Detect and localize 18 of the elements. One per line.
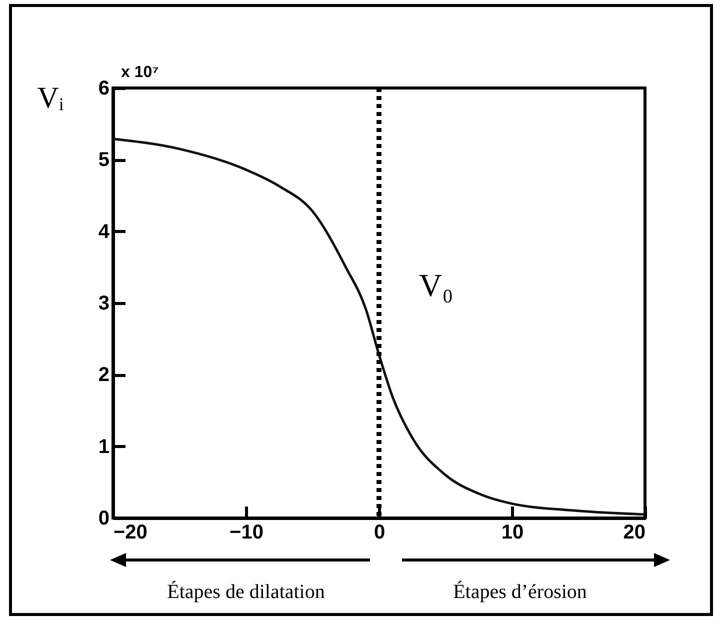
y-tick-label: 1 — [98, 436, 110, 458]
x-tick-label: −20 — [114, 522, 148, 544]
ref-line-label: V₀ — [419, 266, 454, 303]
y-axis-title: Vᵢ — [37, 82, 64, 114]
y-tick-label: 5 — [98, 149, 110, 172]
x-tick-label: 0 — [374, 522, 386, 544]
text: x 10⁷ — [121, 64, 159, 81]
y-tick-label: 4 — [98, 220, 110, 243]
text: Étapes de dilatation — [167, 580, 325, 603]
y-tick-label: 3 — [98, 292, 110, 314]
y-tick-label: 6 — [98, 78, 110, 100]
y-tick-label: 2 — [98, 364, 110, 386]
x-tick-label: 10 — [501, 522, 524, 544]
line-series — [113, 138, 645, 516]
y-tick-label: 0 — [98, 508, 110, 530]
x-tick-label: 20 — [623, 522, 646, 544]
x-tick-label: −10 — [230, 522, 264, 544]
text: Étapes d’érosion — [453, 580, 587, 603]
